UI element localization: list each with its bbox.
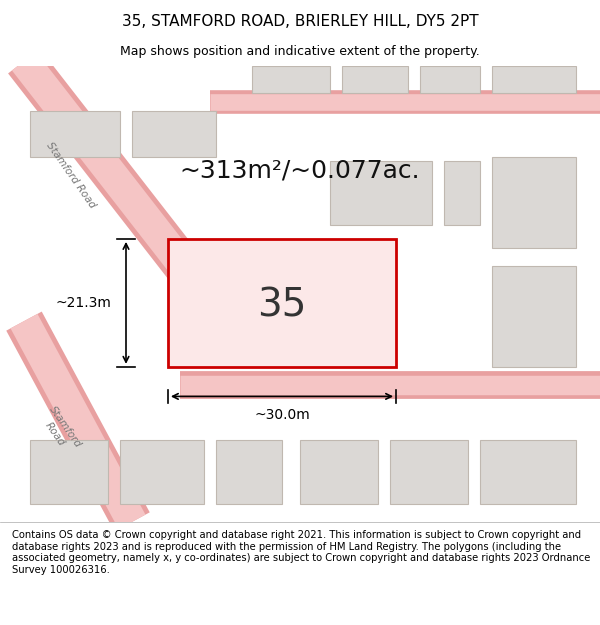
Polygon shape bbox=[342, 66, 408, 93]
Polygon shape bbox=[120, 440, 204, 504]
Polygon shape bbox=[330, 161, 432, 225]
Text: Map shows position and indicative extent of the property.: Map shows position and indicative extent… bbox=[120, 44, 480, 58]
Polygon shape bbox=[492, 157, 576, 248]
Polygon shape bbox=[30, 111, 120, 157]
Polygon shape bbox=[30, 440, 108, 504]
Polygon shape bbox=[444, 161, 480, 225]
Polygon shape bbox=[480, 440, 576, 504]
Polygon shape bbox=[300, 440, 378, 504]
Polygon shape bbox=[420, 66, 480, 93]
Text: ~313m²/~0.077ac.: ~313m²/~0.077ac. bbox=[179, 159, 421, 182]
Text: Contains OS data © Crown copyright and database right 2021. This information is : Contains OS data © Crown copyright and d… bbox=[12, 530, 590, 575]
Polygon shape bbox=[390, 440, 468, 504]
Text: ~30.0m: ~30.0m bbox=[254, 408, 310, 422]
Text: Stamford Road: Stamford Road bbox=[44, 140, 97, 210]
Polygon shape bbox=[252, 66, 330, 93]
Text: 35, STAMFORD ROAD, BRIERLEY HILL, DY5 2PT: 35, STAMFORD ROAD, BRIERLEY HILL, DY5 2P… bbox=[122, 14, 478, 29]
Text: ~21.3m: ~21.3m bbox=[55, 296, 111, 310]
Polygon shape bbox=[492, 66, 576, 93]
Polygon shape bbox=[492, 266, 576, 367]
Text: Stamford
Road: Stamford Road bbox=[37, 405, 83, 456]
Text: 35: 35 bbox=[257, 286, 307, 324]
Polygon shape bbox=[216, 440, 282, 504]
Polygon shape bbox=[168, 239, 396, 367]
Polygon shape bbox=[132, 111, 216, 157]
